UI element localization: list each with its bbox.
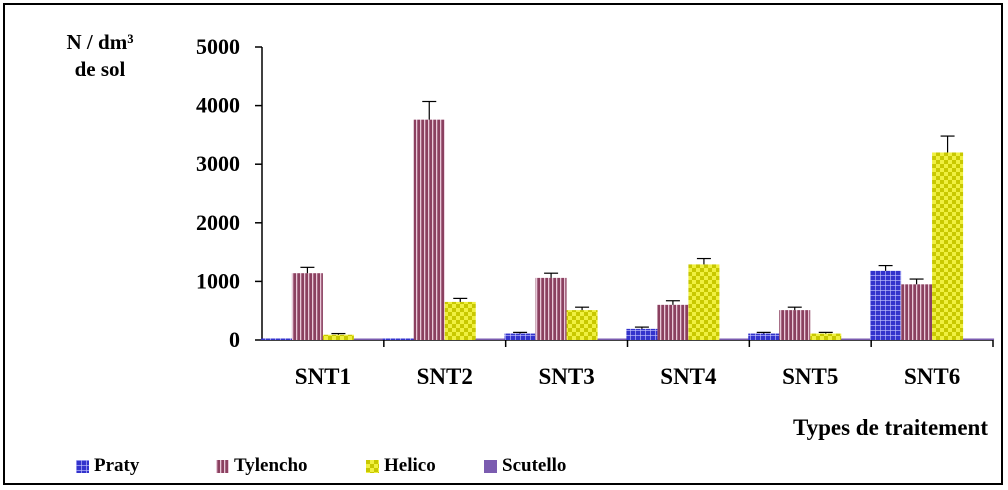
bar-helico-snt5 — [810, 333, 842, 340]
y-tick-label: 2000 — [196, 210, 240, 235]
y-tick-label: 1000 — [196, 268, 240, 293]
legend-item-tylencho: Tylencho — [216, 455, 366, 477]
bar-scutello-snt3 — [597, 338, 629, 340]
legend-label: Scutello — [502, 455, 567, 476]
bar-tylencho-snt2 — [413, 119, 445, 340]
legend-label: Tylencho — [234, 455, 308, 476]
legend-swatch — [366, 459, 379, 473]
legend-swatch — [216, 459, 229, 473]
legend-label: Helico — [384, 455, 436, 476]
x-tick-label: SNT2 — [417, 364, 473, 389]
bar-scutello-snt6 — [963, 338, 995, 340]
bar-helico-snt6 — [932, 152, 964, 340]
y-axis-label-line1: N / dm³ — [66, 30, 134, 54]
x-tick-label: SNT3 — [538, 364, 594, 389]
bar-helico-snt4 — [688, 264, 720, 340]
x-axis-label: Types de traitement — [792, 415, 988, 440]
chart-frame — [3, 3, 1003, 485]
x-tick-label: SNT6 — [904, 364, 960, 389]
legend-swatch — [76, 459, 89, 473]
bar-tylencho-snt3 — [535, 277, 567, 340]
bar-praty-snt1 — [260, 338, 292, 340]
bar-helico-snt2 — [444, 301, 476, 340]
legend-item-scutello: Scutello — [484, 455, 624, 477]
y-tick-label: 5000 — [196, 34, 240, 59]
bar-helico-snt3 — [566, 310, 598, 340]
bar-scutello-snt1 — [353, 338, 385, 340]
legend-item-helico: Helico — [366, 455, 484, 477]
bar-praty-snt6 — [870, 270, 902, 340]
y-axis-label: N / dm³ de sol — [30, 30, 170, 82]
x-tick-label: SNT1 — [295, 364, 351, 389]
y-tick-label: 4000 — [196, 93, 240, 118]
bar-helico-snt1 — [322, 334, 354, 340]
x-tick-label: SNT4 — [660, 364, 717, 389]
legend: Praty Tylencho Helico Scutello — [76, 455, 624, 477]
y-tick-label: 0 — [229, 327, 240, 352]
x-tick-label: SNT5 — [782, 364, 838, 389]
legend-label: Praty — [94, 455, 140, 476]
bar-tylencho-snt4 — [657, 304, 689, 340]
bar-tylencho-snt1 — [291, 273, 323, 340]
bar-praty-snt2 — [382, 338, 414, 340]
bar-scutello-snt4 — [719, 338, 751, 340]
y-axis-label-line2: de sol — [74, 57, 126, 81]
bar-scutello-snt5 — [841, 338, 873, 340]
legend-item-praty: Praty — [76, 455, 216, 477]
y-tick-label: 3000 — [196, 151, 240, 176]
legend-swatch — [484, 459, 497, 473]
bar-tylencho-snt5 — [779, 310, 811, 340]
bar-scutello-snt2 — [475, 338, 507, 340]
bar-praty-snt5 — [748, 333, 780, 340]
bar-tylencho-snt6 — [901, 284, 933, 340]
bar-praty-snt4 — [626, 328, 658, 340]
bar-praty-snt3 — [504, 333, 536, 340]
